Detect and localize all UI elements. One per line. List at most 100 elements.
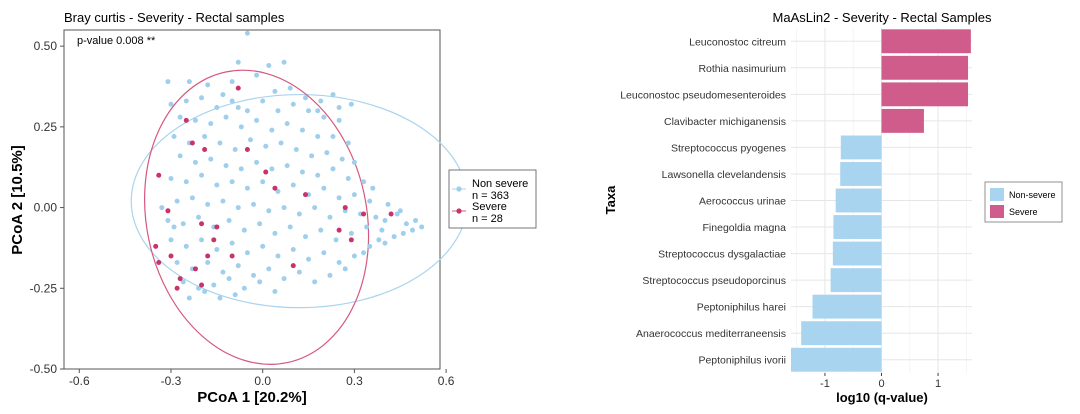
point-non-severe [257, 279, 263, 285]
point-non-severe [299, 127, 305, 133]
bar-aerococcus-urinae [835, 188, 882, 213]
x-tick-label: -0.3 [161, 374, 182, 388]
point-non-severe [290, 182, 296, 188]
point-non-severe [226, 276, 232, 282]
point-non-severe [269, 166, 275, 172]
point-non-severe [186, 79, 192, 85]
taxa-label: Leuconostoc citreum [689, 36, 786, 48]
legend-severe-label: Severe [472, 201, 507, 213]
point-non-severe [351, 192, 357, 198]
taxa-label: Anaerococcus mediterraneensis [636, 328, 786, 340]
legend-key-non-severe-dot [456, 186, 462, 192]
legend-non-severe-swatch [990, 188, 1004, 201]
point-non-severe [260, 243, 266, 249]
point-non-severe [217, 140, 223, 146]
point-non-severe [327, 272, 333, 278]
taxa-label: Streptococcus pyogenes [671, 142, 786, 154]
taxa-label: Peptoniphilus harei [697, 302, 786, 314]
point-non-severe [275, 253, 281, 259]
point-non-severe [284, 163, 290, 169]
point-severe [156, 259, 162, 265]
taxa-label: Peptoniphilus ivorii [698, 355, 786, 367]
point-non-severe [333, 237, 339, 243]
point-non-severe [183, 98, 189, 104]
point-severe [202, 146, 208, 152]
point-non-severe [241, 285, 247, 291]
ellipse-severe [144, 69, 370, 365]
point-non-severe [290, 247, 296, 253]
point-non-severe [321, 185, 327, 191]
point-non-severe [312, 205, 318, 211]
point-non-severe [351, 253, 357, 259]
maaslin-y-axis-label: Taxa [603, 185, 618, 214]
point-non-severe [324, 150, 330, 156]
taxa-label: Rothia nasimurium [698, 63, 786, 75]
point-severe [361, 211, 367, 217]
point-non-severe [205, 259, 211, 265]
point-non-severe [266, 208, 272, 214]
point-non-severe [254, 117, 260, 123]
point-non-severe [244, 30, 250, 36]
point-non-severe [251, 201, 257, 207]
pcoa-legend-box [448, 169, 537, 229]
point-non-severe [296, 211, 302, 217]
point-non-severe [223, 163, 229, 169]
point-non-severe [263, 143, 269, 149]
point-non-severe [235, 205, 241, 211]
point-non-severe [199, 172, 205, 178]
taxa-label: Clavibacter michiganensis [664, 116, 786, 128]
point-non-severe [339, 156, 345, 162]
point-non-severe [312, 279, 318, 285]
point-non-severe [336, 104, 342, 110]
point-non-severe [269, 127, 275, 133]
point-non-severe [272, 289, 278, 295]
point-non-severe [196, 214, 202, 220]
point-non-severe [330, 92, 336, 98]
taxa-labels: Leuconostoc citreum Rothia nasimurium Leuc… [620, 36, 786, 366]
point-non-severe [196, 285, 202, 291]
point-severe [153, 243, 159, 249]
point-non-severe [202, 289, 208, 295]
point-non-severe [302, 234, 308, 240]
point-non-severe [205, 82, 211, 88]
y-tick-label: -0.50 [30, 362, 58, 376]
point-non-severe [208, 121, 214, 127]
y-tick-label: -0.25 [30, 281, 58, 295]
point-severe [348, 237, 354, 243]
point-non-severe [165, 217, 171, 223]
point-non-severe [391, 234, 397, 240]
taxa-label: Finegoldia magna [703, 222, 787, 234]
maaslin-legend: Non-severe Severe [984, 181, 1063, 223]
y-tick-label: 0.00 [34, 201, 58, 215]
point-non-severe [287, 85, 293, 91]
point-non-severe [229, 179, 235, 185]
pcoa-y-axis-label: PCoA 2 [10.5%] [9, 145, 26, 254]
bar-leuconostoc-pseudomesenteroides [881, 82, 969, 107]
point-severe [192, 266, 198, 272]
point-non-severe [281, 205, 287, 211]
maaslin-title: MaAsLin2 - Severity - Rectal Samples [773, 10, 992, 25]
bar-streptococcus-pyogenes [840, 135, 882, 160]
point-non-severe [309, 153, 315, 159]
point-non-severe [373, 214, 379, 220]
point-non-severe [171, 134, 177, 140]
point-non-severe [287, 224, 293, 230]
point-non-severe [199, 237, 205, 243]
point-non-severe [281, 276, 287, 282]
point-non-severe [394, 211, 400, 217]
point-non-severe [379, 227, 385, 233]
point-non-severe [315, 172, 321, 178]
point-severe [211, 237, 217, 243]
point-non-severe [382, 240, 388, 246]
point-severe [199, 282, 205, 288]
point-severe [199, 221, 205, 227]
point-non-severe [177, 114, 183, 120]
point-non-severe [336, 117, 342, 123]
bar-anaerococcus-mediterraneensis [801, 321, 882, 346]
x-tick-label: -0.6 [69, 374, 90, 388]
point-non-severe [238, 124, 244, 130]
point-non-severe [318, 98, 324, 104]
point-non-severe [361, 179, 367, 185]
point-non-severe [217, 295, 223, 301]
bar-x-tick-label: -1 [820, 378, 830, 390]
